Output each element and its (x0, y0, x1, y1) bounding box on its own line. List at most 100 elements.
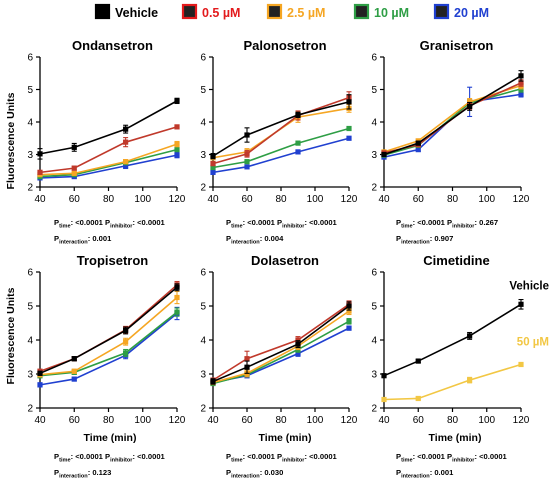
y-tick-label: 2 (27, 404, 33, 415)
data-point (37, 151, 43, 157)
panel-4: Tropisetron 2 3 4 5 6 40 60 80 100 120 (27, 253, 185, 426)
data-point (71, 165, 77, 171)
y-axis-label-top: Fluorescence Units (5, 92, 17, 189)
data-point (174, 147, 180, 153)
series-4 (210, 125, 352, 171)
panel-title: Palonosetron (243, 38, 326, 53)
legend-swatch (94, 3, 111, 20)
x-tick-label: 40 (34, 194, 46, 205)
data-point (467, 377, 473, 383)
data-point (346, 303, 352, 309)
series-5 (37, 306, 180, 388)
data-point (295, 337, 301, 343)
y-tick-label: 5 (27, 85, 33, 96)
series-line (39, 100, 178, 155)
y-tick-label: 4 (27, 336, 33, 347)
y-tick-label: 2 (371, 183, 377, 194)
stat-time: <0.0001 (247, 452, 275, 461)
y-tick-label: 5 (27, 302, 33, 313)
data-point (174, 124, 180, 130)
series-line (212, 101, 350, 157)
series-2 (37, 124, 180, 175)
x-axis-label-1: Time (min) (84, 432, 137, 444)
data-point (37, 382, 43, 388)
data-point (210, 378, 216, 385)
y-tick-label: 2 (200, 404, 206, 415)
legend-swatch (181, 3, 198, 20)
data-point (244, 364, 250, 370)
data-point (244, 132, 250, 138)
stat-interaction: 0.004 (264, 233, 284, 243)
data-point (174, 141, 180, 147)
stat-time: <0.0001 (247, 218, 275, 227)
x-tick-label: 40 (378, 415, 390, 426)
data-point (37, 370, 43, 376)
series-line (212, 107, 350, 159)
series-line (383, 303, 522, 377)
data-point (123, 163, 129, 169)
data-point (415, 395, 421, 402)
x-tick-label: 120 (341, 415, 358, 426)
stat-time: <0.0001 (75, 452, 103, 461)
x-tick-label: 80 (275, 415, 287, 426)
y-tick-label: 5 (371, 302, 377, 313)
data-point (71, 144, 77, 150)
series-line (39, 154, 178, 179)
y-tick-label: 3 (27, 370, 33, 381)
y-tick-label: 4 (371, 118, 377, 129)
x-tick-label: 60 (69, 194, 81, 205)
series-line (212, 310, 350, 384)
x-tick-label: 60 (413, 415, 425, 426)
series-line (39, 143, 178, 176)
data-point (295, 149, 301, 155)
legend-swatch (353, 3, 370, 20)
legend-swatch (433, 3, 450, 20)
x-tick-label: 60 (241, 194, 253, 205)
stat-inhibitor: <0.0001 (309, 218, 337, 227)
data-point (244, 159, 250, 165)
y-tick-label: 6 (200, 268, 206, 279)
y-tick-label: 4 (27, 118, 33, 129)
legend-label: 20 µM (454, 6, 489, 20)
x-tick-label: 80 (275, 194, 287, 205)
y-tick-label: 6 (371, 268, 377, 279)
y-tick-label: 3 (200, 370, 206, 381)
series-2 (381, 361, 524, 403)
legend-label: 2.5 µM (287, 6, 325, 20)
stat-time: <0.0001 (75, 218, 103, 227)
data-point (123, 159, 129, 165)
x-tick-label: 120 (169, 194, 186, 205)
y-tick-label: 3 (371, 370, 377, 381)
panel-title: Dolasetron (251, 253, 319, 268)
x-tick-label: 120 (341, 194, 358, 205)
data-point (174, 152, 180, 158)
data-point (381, 373, 387, 379)
x-tick-label: 120 (513, 194, 530, 205)
series-line (212, 96, 350, 165)
data-point (518, 91, 524, 97)
data-point (346, 325, 352, 331)
stats-block-1: Ptime: <0.0001 Pinhibitor: <0.0001 Pinte… (54, 218, 165, 246)
stat-interaction: 0.030 (264, 467, 284, 477)
y-axis-label-bottom: Fluorescence Units (5, 287, 17, 384)
data-point (467, 99, 473, 105)
series-label: 50 µM (517, 336, 549, 348)
x-tick-label: 100 (478, 194, 495, 205)
stat-time: <0.0001 (417, 218, 445, 227)
series-1 (381, 298, 524, 379)
data-point (518, 301, 524, 307)
series-line (39, 286, 178, 375)
y-tick-label: 6 (200, 53, 206, 64)
series-3 (210, 103, 352, 161)
series-line (383, 75, 522, 156)
data-point (123, 139, 129, 145)
x-axis-label-2: Time (min) (259, 432, 312, 444)
data-point (123, 339, 129, 345)
x-tick-label: 60 (241, 415, 253, 426)
data-point (518, 361, 524, 368)
panel-title: Granisetron (420, 38, 494, 53)
series-line (212, 305, 350, 383)
stat-inhibitor: 0.267 (479, 218, 499, 227)
data-point (295, 140, 301, 146)
